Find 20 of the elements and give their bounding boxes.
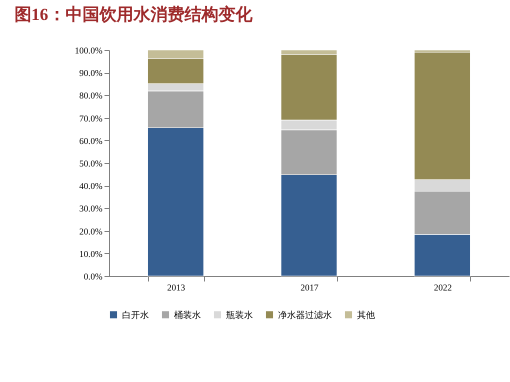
legend-label: 净水器过滤水 — [278, 310, 332, 320]
legend-label: 瓶装水 — [226, 310, 253, 320]
y-tick-label: 100.0% — [74, 46, 103, 56]
y-tick-label: 60.0% — [79, 136, 103, 146]
y-tick-label: 70.0% — [79, 113, 103, 124]
y-tick-label: 30.0% — [79, 204, 103, 214]
y-tick-label: 40.0% — [79, 181, 103, 192]
y-tick-label: 20.0% — [79, 226, 103, 236]
y-tick-label: 10.0% — [79, 248, 103, 259]
x-tick-label: 2013 — [167, 282, 186, 292]
y-tick-label: 90.0% — [79, 68, 103, 78]
legend-label: 桶装水 — [174, 310, 201, 320]
y-tick-label: 0.0% — [84, 272, 103, 282]
legend-label: 白开水 — [122, 310, 149, 320]
x-tick-label: 2022 — [434, 282, 452, 292]
y-tick-label: 50.0% — [79, 158, 103, 168]
legend-label: 其他 — [357, 310, 375, 320]
y-tick-label: 80.0% — [79, 90, 103, 101]
chart-title: 图16：中国饮用水消费结构变化 — [14, 5, 254, 24]
x-tick-label: 2017 — [300, 282, 319, 292]
